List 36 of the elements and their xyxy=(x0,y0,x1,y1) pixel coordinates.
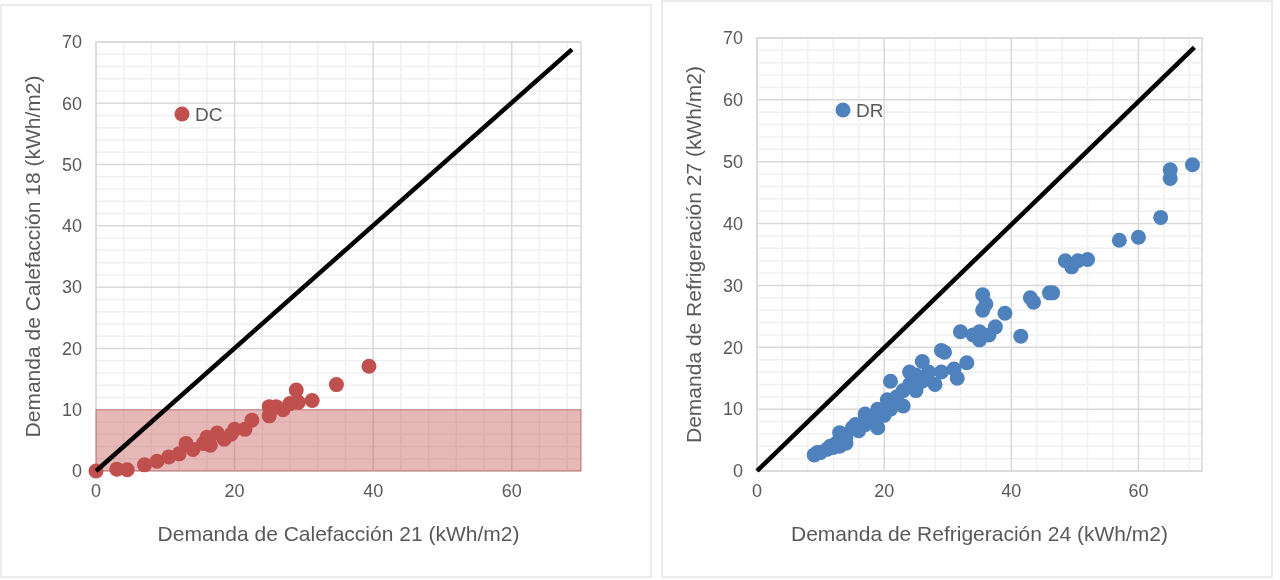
x-axis-title: Demanda de Refrigeración 24 (kWh/m2) xyxy=(791,522,1168,545)
y-tick-label: 10 xyxy=(61,400,82,421)
y-tick-label: 30 xyxy=(722,275,743,296)
y-tick-label: 60 xyxy=(61,93,82,114)
y-tick-label: 20 xyxy=(61,338,82,359)
point xyxy=(244,412,260,428)
y-tick-label: 50 xyxy=(61,154,82,175)
x-tick-label: 60 xyxy=(1128,481,1149,501)
y-tick-label: 10 xyxy=(722,399,743,420)
y-tick-label: 60 xyxy=(722,90,743,111)
y-tick-label: 40 xyxy=(61,216,82,237)
y-tick-label: 30 xyxy=(61,277,82,298)
x-tick-label: 0 xyxy=(90,481,102,501)
x-tick-label: 20 xyxy=(874,481,895,501)
y-tick-label: 70 xyxy=(61,32,82,53)
point xyxy=(304,393,320,409)
legend-label: DR xyxy=(856,99,884,121)
x-tick-label: 60 xyxy=(501,481,522,501)
point xyxy=(328,377,344,393)
y-tick-label: 20 xyxy=(722,337,743,358)
y-axis-title: Demanda de Refrigeración 27 (kWh/m2) xyxy=(682,66,705,443)
y-axis-title: Demanda de Calefacción 18 (kWh/m2) xyxy=(21,75,44,438)
x-tick-label: 0 xyxy=(751,481,763,501)
y-tick-label: 50 xyxy=(722,152,743,173)
x-axis-title: Demanda de Calefacción 21 (kWh/m2) xyxy=(157,522,520,545)
y-tick-label: 70 xyxy=(722,28,743,49)
x-tick-label: 40 xyxy=(1001,481,1022,501)
y-tick-label: 0 xyxy=(71,461,82,482)
point xyxy=(137,457,152,473)
y-tick-label: 0 xyxy=(732,461,743,482)
point xyxy=(361,358,377,374)
x-tick-label: 40 xyxy=(363,481,384,501)
point xyxy=(149,453,165,469)
x-tick-label: 20 xyxy=(224,481,245,501)
legend-label: DC xyxy=(195,103,223,125)
y-tick-label: 40 xyxy=(722,213,743,234)
